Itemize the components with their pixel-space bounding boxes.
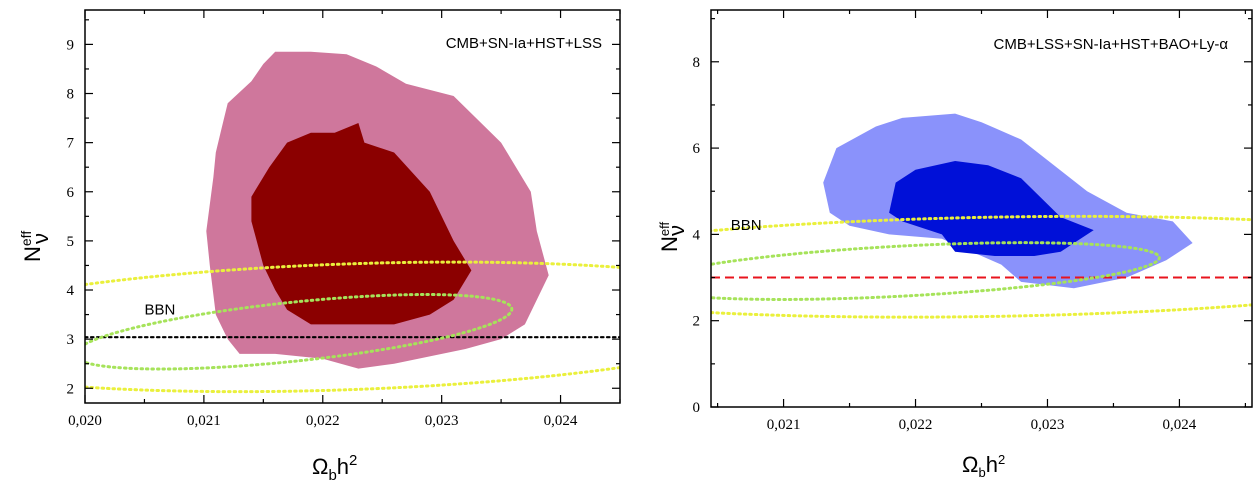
left-x-tick-label: 0,023 xyxy=(425,413,459,429)
right-y-axis-title-sub: ν xyxy=(664,225,689,236)
right-bbn-inner-contour xyxy=(711,241,1161,301)
right-x-tick-label: 0,024 xyxy=(1163,417,1197,433)
left-bbn-label: BBN xyxy=(144,302,175,319)
left-y-tick-label: 3 xyxy=(67,332,75,348)
left-panel: 0,020 0,021 0,022 0,023 0,024 2 3 4 5 6 7 8 9 CMB+SN… xyxy=(18,9,621,483)
right-y-tick-label: 0 xyxy=(693,400,701,416)
right-x-tick-label: 0,023 xyxy=(1031,417,1065,433)
left-y-tick-label: 8 xyxy=(67,87,75,103)
left-y-tick-label: 2 xyxy=(67,381,75,397)
left-x-tick-label: 0,020 xyxy=(68,413,102,429)
right-y-tick-label: 8 xyxy=(693,55,701,71)
right-y-tick-label: 4 xyxy=(693,227,701,243)
left-bbn-inner-contour xyxy=(85,293,514,371)
right-y-tick-label: 6 xyxy=(693,141,701,157)
right-y-axis-title: Neff xyxy=(657,222,682,252)
left-y-tick-label: 6 xyxy=(67,185,75,201)
left-bbn-outer-contour xyxy=(85,260,620,394)
right-annotation: CMB+LSS+SN-Ia+HST+BAO+Ly-α xyxy=(994,36,1229,53)
right-inner-confidence-region xyxy=(889,161,1094,256)
left-x-tick-label: 0,021 xyxy=(187,413,221,429)
right-bbn-label: BBN xyxy=(731,217,762,234)
left-y-tick-label: 9 xyxy=(67,37,75,53)
left-x-tick-label: 0,022 xyxy=(306,413,340,429)
left-inner-confidence-region xyxy=(251,123,472,325)
left-x-tick-label: 0,024 xyxy=(544,413,578,429)
left-annotation: CMB+SN-Ia+HST+LSS xyxy=(446,35,602,52)
right-x-axis-title: Ωbh2 xyxy=(962,452,1005,480)
left-y-tick-label: 4 xyxy=(67,283,75,299)
left-plot-frame xyxy=(84,9,621,404)
right-bbn-outer-contour xyxy=(711,214,1252,319)
right-x-tick-label: 0,021 xyxy=(767,417,801,433)
left-y-axis-title: Neff xyxy=(18,231,45,262)
right-panel: 0,021 0,022 0,023 0,024 0 2 4 6 8 CMB+LSS+SN-Ia+… xyxy=(657,9,1253,480)
left-y-axis-title-sub: ν xyxy=(28,233,53,244)
left-x-axis-title: Ωbh2 xyxy=(312,452,357,483)
right-y-tick-label: 2 xyxy=(693,314,701,330)
right-x-tick-label: 0,022 xyxy=(899,417,933,433)
left-y-tick-label: 7 xyxy=(67,136,75,152)
left-y-tick-label: 5 xyxy=(67,234,75,250)
